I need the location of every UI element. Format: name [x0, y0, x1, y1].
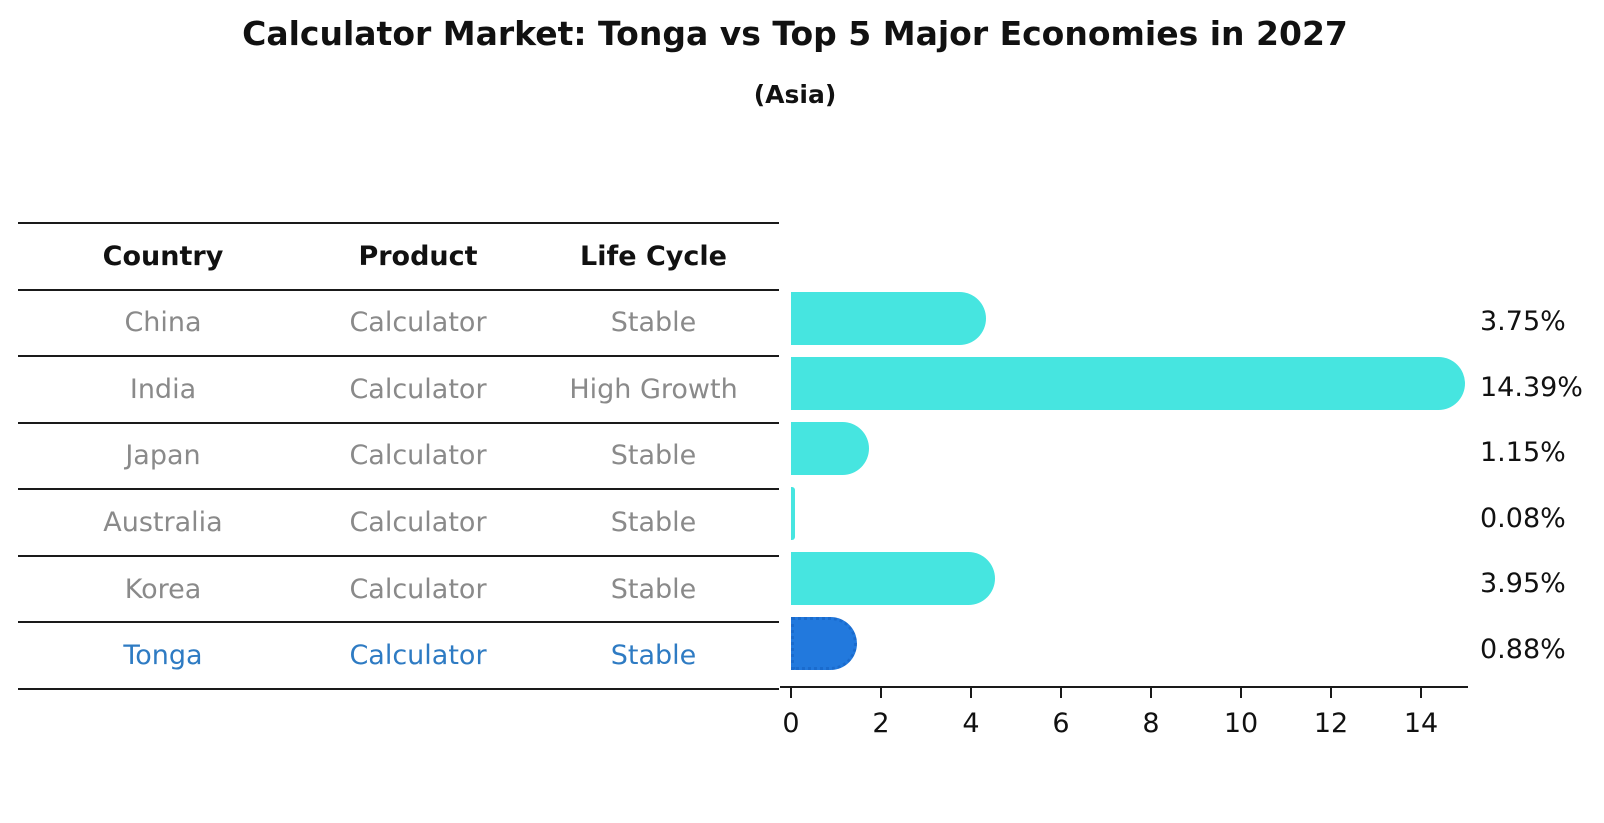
x-tick-mark: [1330, 688, 1333, 698]
x-tick-label: 4: [962, 708, 980, 739]
chart-title: Calculator Market: Tonga vs Top 5 Major …: [242, 14, 1348, 53]
life-cycle-cell: Stable: [610, 307, 697, 339]
country-cell: Japan: [125, 440, 201, 472]
country-cell: Tonga: [123, 640, 203, 672]
x-tick-label: 8: [1142, 708, 1160, 739]
x-tick-mark: [1240, 688, 1243, 698]
x-tick-label: 6: [1052, 708, 1070, 739]
table-row-tonga: Tonga Calculator Stable: [18, 623, 779, 690]
x-tick-mark: [880, 688, 883, 698]
table-header-row: Country Product Life Cycle: [18, 224, 779, 291]
product-cell: Calculator: [349, 307, 487, 339]
product-cell: Calculator: [349, 373, 487, 405]
value-label-tonga: 0.88%: [1480, 634, 1566, 665]
x-axis-line: [780, 686, 1468, 689]
country-cell: China: [124, 307, 202, 339]
bar-australia: [791, 487, 795, 540]
x-tick-mark: [790, 688, 793, 698]
product-cell: Calculator: [349, 640, 487, 672]
country-cell: Korea: [124, 573, 202, 605]
table-row-australia: Australia Calculator Stable: [18, 490, 779, 557]
country-table: Country Product Life Cycle China Calcula…: [18, 222, 779, 690]
life-cycle-cell: Stable: [610, 573, 697, 605]
column-header-product: Product: [358, 240, 478, 272]
life-cycle-cell: Stable: [610, 507, 697, 539]
value-label-korea: 3.95%: [1480, 568, 1566, 599]
table-row-japan: Japan Calculator Stable: [18, 424, 779, 491]
value-label-india: 14.39%: [1480, 372, 1583, 403]
x-tick-mark: [1060, 688, 1063, 698]
table-row-china: China Calculator Stable: [18, 291, 779, 358]
life-cycle-cell: Stable: [610, 440, 697, 472]
x-tick-label: 2: [872, 708, 890, 739]
value-label-china: 3.75%: [1480, 306, 1566, 337]
x-tick-label: 10: [1223, 708, 1259, 739]
table-row-india: India Calculator High Growth: [18, 357, 779, 424]
country-cell: India: [129, 373, 197, 405]
country-cell: Australia: [103, 507, 223, 539]
x-tick-mark: [1150, 688, 1153, 698]
life-cycle-cell: Stable: [610, 640, 697, 672]
x-tick-mark: [970, 688, 973, 698]
value-label-australia: 0.08%: [1480, 503, 1566, 534]
product-cell: Calculator: [349, 440, 487, 472]
product-cell: Calculator: [349, 573, 487, 605]
bar-korea: [791, 552, 995, 605]
x-tick-label: 14: [1403, 708, 1439, 739]
life-cycle-cell: High Growth: [569, 373, 738, 405]
value-label-japan: 1.15%: [1480, 437, 1566, 468]
x-tick-mark: [1420, 688, 1423, 698]
x-tick-label: 0: [782, 708, 800, 739]
bar-tonga: [791, 617, 857, 670]
bar-china: [791, 292, 986, 345]
chart-subtitle: (Asia): [753, 80, 837, 109]
column-header-life-cycle: Life Cycle: [580, 240, 727, 272]
x-tick-label: 12: [1313, 708, 1349, 739]
table-row-korea: Korea Calculator Stable: [18, 557, 779, 624]
product-cell: Calculator: [349, 507, 487, 539]
column-header-country: Country: [102, 240, 224, 272]
bar-india: [791, 357, 1465, 410]
bar-japan: [791, 422, 869, 475]
